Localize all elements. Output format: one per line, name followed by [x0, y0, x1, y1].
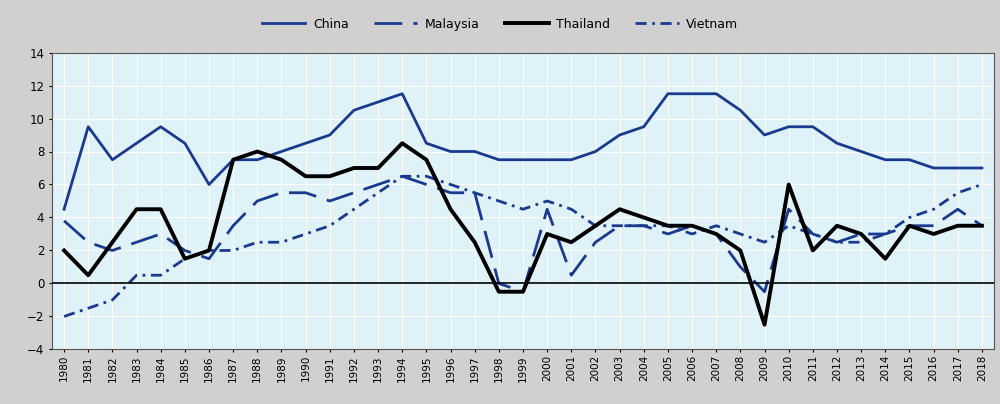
Legend: China, Malaysia, Thailand, Vietnam: China, Malaysia, Thailand, Vietnam	[262, 18, 738, 31]
